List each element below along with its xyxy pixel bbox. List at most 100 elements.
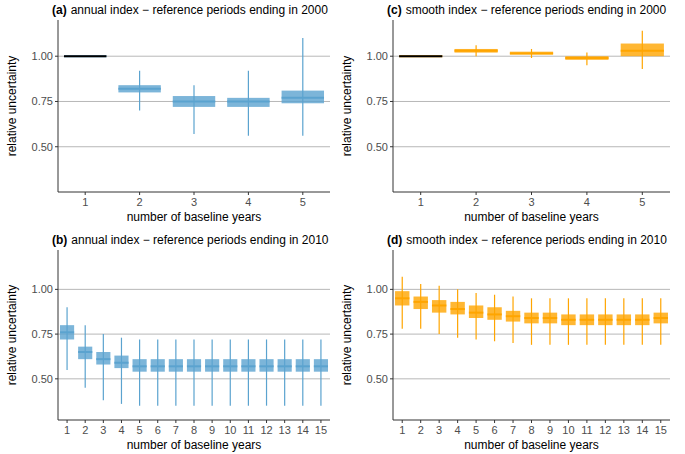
median [399,55,442,57]
tick-label: 9 [209,424,215,436]
median [259,365,273,367]
whisker [248,339,249,405]
tick-label: 3 [191,196,197,208]
tick-mark [420,192,421,195]
tick-mark [284,420,285,423]
y-axis [58,20,59,192]
tick-mark [623,420,624,423]
median [60,331,74,333]
median [580,319,594,321]
tick-label: 5 [473,424,479,436]
median [296,365,310,367]
tick-label: 6 [155,424,161,436]
whisker [139,339,140,405]
box [617,314,631,325]
tick-label: 1 [418,196,424,208]
tick-label: 0.75 [32,328,53,340]
tick-label: 13 [618,424,630,436]
marks [60,307,328,405]
tick-mark [248,420,249,423]
tick-label: 12 [599,424,611,436]
tick-label: 7 [173,424,179,436]
whisker [302,38,303,136]
median [565,57,608,59]
box [96,352,110,365]
box [395,291,409,305]
tick-label: 0.75 [32,95,53,107]
tick-label: 6 [492,424,498,436]
tick-mark [302,420,303,423]
median [621,50,664,52]
tick-mark [230,420,231,423]
median [133,365,147,367]
title: (d)smooth index − reference periods endi… [387,233,667,247]
tick-mark [320,420,321,423]
median [78,351,92,353]
whisker [193,339,194,405]
box [118,85,160,92]
title: (c)smooth index − reference periods endi… [387,3,667,17]
tick-label: 9 [547,424,553,436]
median [450,308,464,310]
tick-label: 5 [639,196,645,208]
figure: 0.500.751.0012345(a)annual index − refer… [0,0,685,454]
tick-mark [642,192,643,195]
median [454,50,497,52]
box [205,359,219,372]
box [543,313,557,324]
box [399,56,442,57]
tick-mark [67,420,68,423]
tick-label: 0.50 [367,141,388,153]
panel-label: (b) [52,233,67,247]
median [173,100,215,102]
tick-label: 1.00 [32,50,53,62]
x-axis-label: number of baseline years [464,210,599,224]
tick-label: 3 [100,424,106,436]
marks [64,38,324,136]
panel-label: (d) [387,233,402,247]
tick-label: 3 [436,424,442,436]
title: (a)annual index − reference periods endi… [52,3,328,17]
tick-mark [476,192,477,195]
tick-mark [549,420,550,423]
whisker [193,85,194,134]
tick-label: 2 [137,196,143,208]
tick-mark [85,192,86,195]
x-axis-label: number of baseline years [464,438,599,452]
median [151,365,165,367]
box [580,314,594,325]
tick-label: 5 [137,424,143,436]
median [223,365,237,367]
tick-mark [420,420,421,423]
tick-label: 1.00 [367,283,388,295]
tick-mark [175,420,176,423]
whisker [212,339,213,405]
box [487,307,501,320]
box [169,359,183,372]
tick-mark [139,192,140,195]
grid-line [58,334,330,335]
tick-label: 1.00 [32,283,53,295]
tick-label: 10 [562,424,574,436]
tick-mark [586,192,587,195]
tick-label: 4 [584,196,590,208]
tick-label: 15 [315,424,327,436]
median [469,312,483,314]
tick-label: 4 [118,424,124,436]
median [487,313,501,315]
title: (b)annual index − reference periods endi… [52,233,329,247]
panel-label: (a) [52,3,67,17]
whisker [175,339,176,405]
median [314,365,328,367]
box [259,359,273,372]
median [96,358,110,360]
grid-line [393,289,670,290]
tick-label: 11 [243,424,254,436]
tick-label: 1.00 [367,50,388,62]
x-axis-label: number of baseline years [127,438,262,452]
whisker [103,334,104,400]
panel: 0.500.751.00123456789101112131415(d)smoo… [340,233,670,452]
median [278,365,292,367]
grid-line [58,289,330,290]
box [506,311,520,322]
